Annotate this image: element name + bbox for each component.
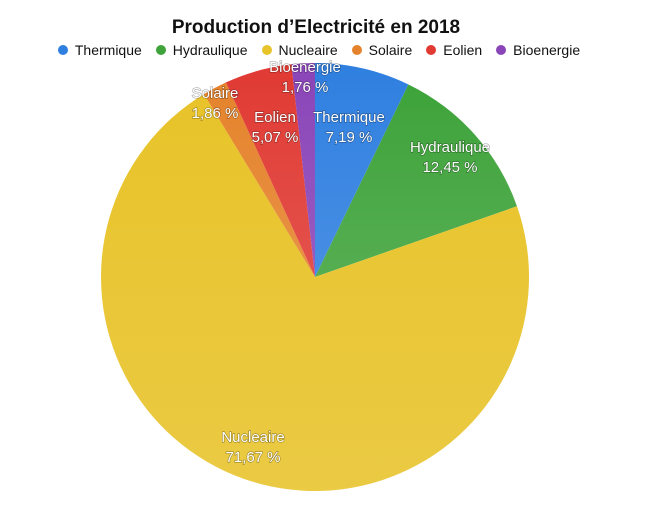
legend-label: Eolien [443,42,483,58]
pie-slice-bioenergie [291,63,315,277]
pie-slice-solaire [203,82,315,277]
legend-swatch [155,45,166,55]
slice-value-label: 5,07 % [252,129,299,146]
chart-title: Production d’Electricité en 2018 [171,17,461,38]
legend-swatch [351,45,362,55]
legend-swatch [261,45,272,55]
slice-value-label: 71,67 % [225,449,280,466]
slice-value-label: 1,86 % [192,105,239,122]
pie-slice-thermique [315,63,409,277]
legend-swatch [57,45,68,55]
legend-item-solaire: Solaire [351,42,413,58]
pie-slice-nucleaire [100,94,529,492]
pie-slice-eolien [225,64,315,277]
slice-name-label: Nucleaire [221,429,284,446]
slice-name-label: Bioenergie [269,59,341,76]
legend-item-hydraulique: Hydraulique [155,42,248,58]
legend-label: Solaire [368,42,413,58]
slice-name-label: Thermique [313,109,385,126]
slice-name-label: Hydraulique [410,139,490,156]
legend-label: Hydraulique [172,42,248,58]
slice-value-label: 12,45 % [422,159,477,176]
slice-name-label: Eolien [254,109,296,126]
legend: Thermique Hydraulique Nucleaire Solaire Eoli… [14,42,624,58]
legend-label: Nucleaire [278,42,338,58]
legend-item-bioenergie: Bioenergie [496,42,580,58]
legend-item-thermique: Thermique [57,42,142,58]
slice-value-label: 1,76 % [282,79,329,96]
legend-swatch [496,45,507,55]
legend-label: Bioenergie [513,42,581,58]
pie-slice-hydraulique [315,84,517,277]
legend-swatch [426,45,437,55]
legend-item-nucleaire: Nucleaire [261,42,338,58]
slice-name-label: Solaire [192,85,239,102]
slice-value-label: 7,19 % [326,129,373,146]
legend-label: Thermique [74,42,142,58]
legend-item-eolien: Eolien [426,42,482,58]
